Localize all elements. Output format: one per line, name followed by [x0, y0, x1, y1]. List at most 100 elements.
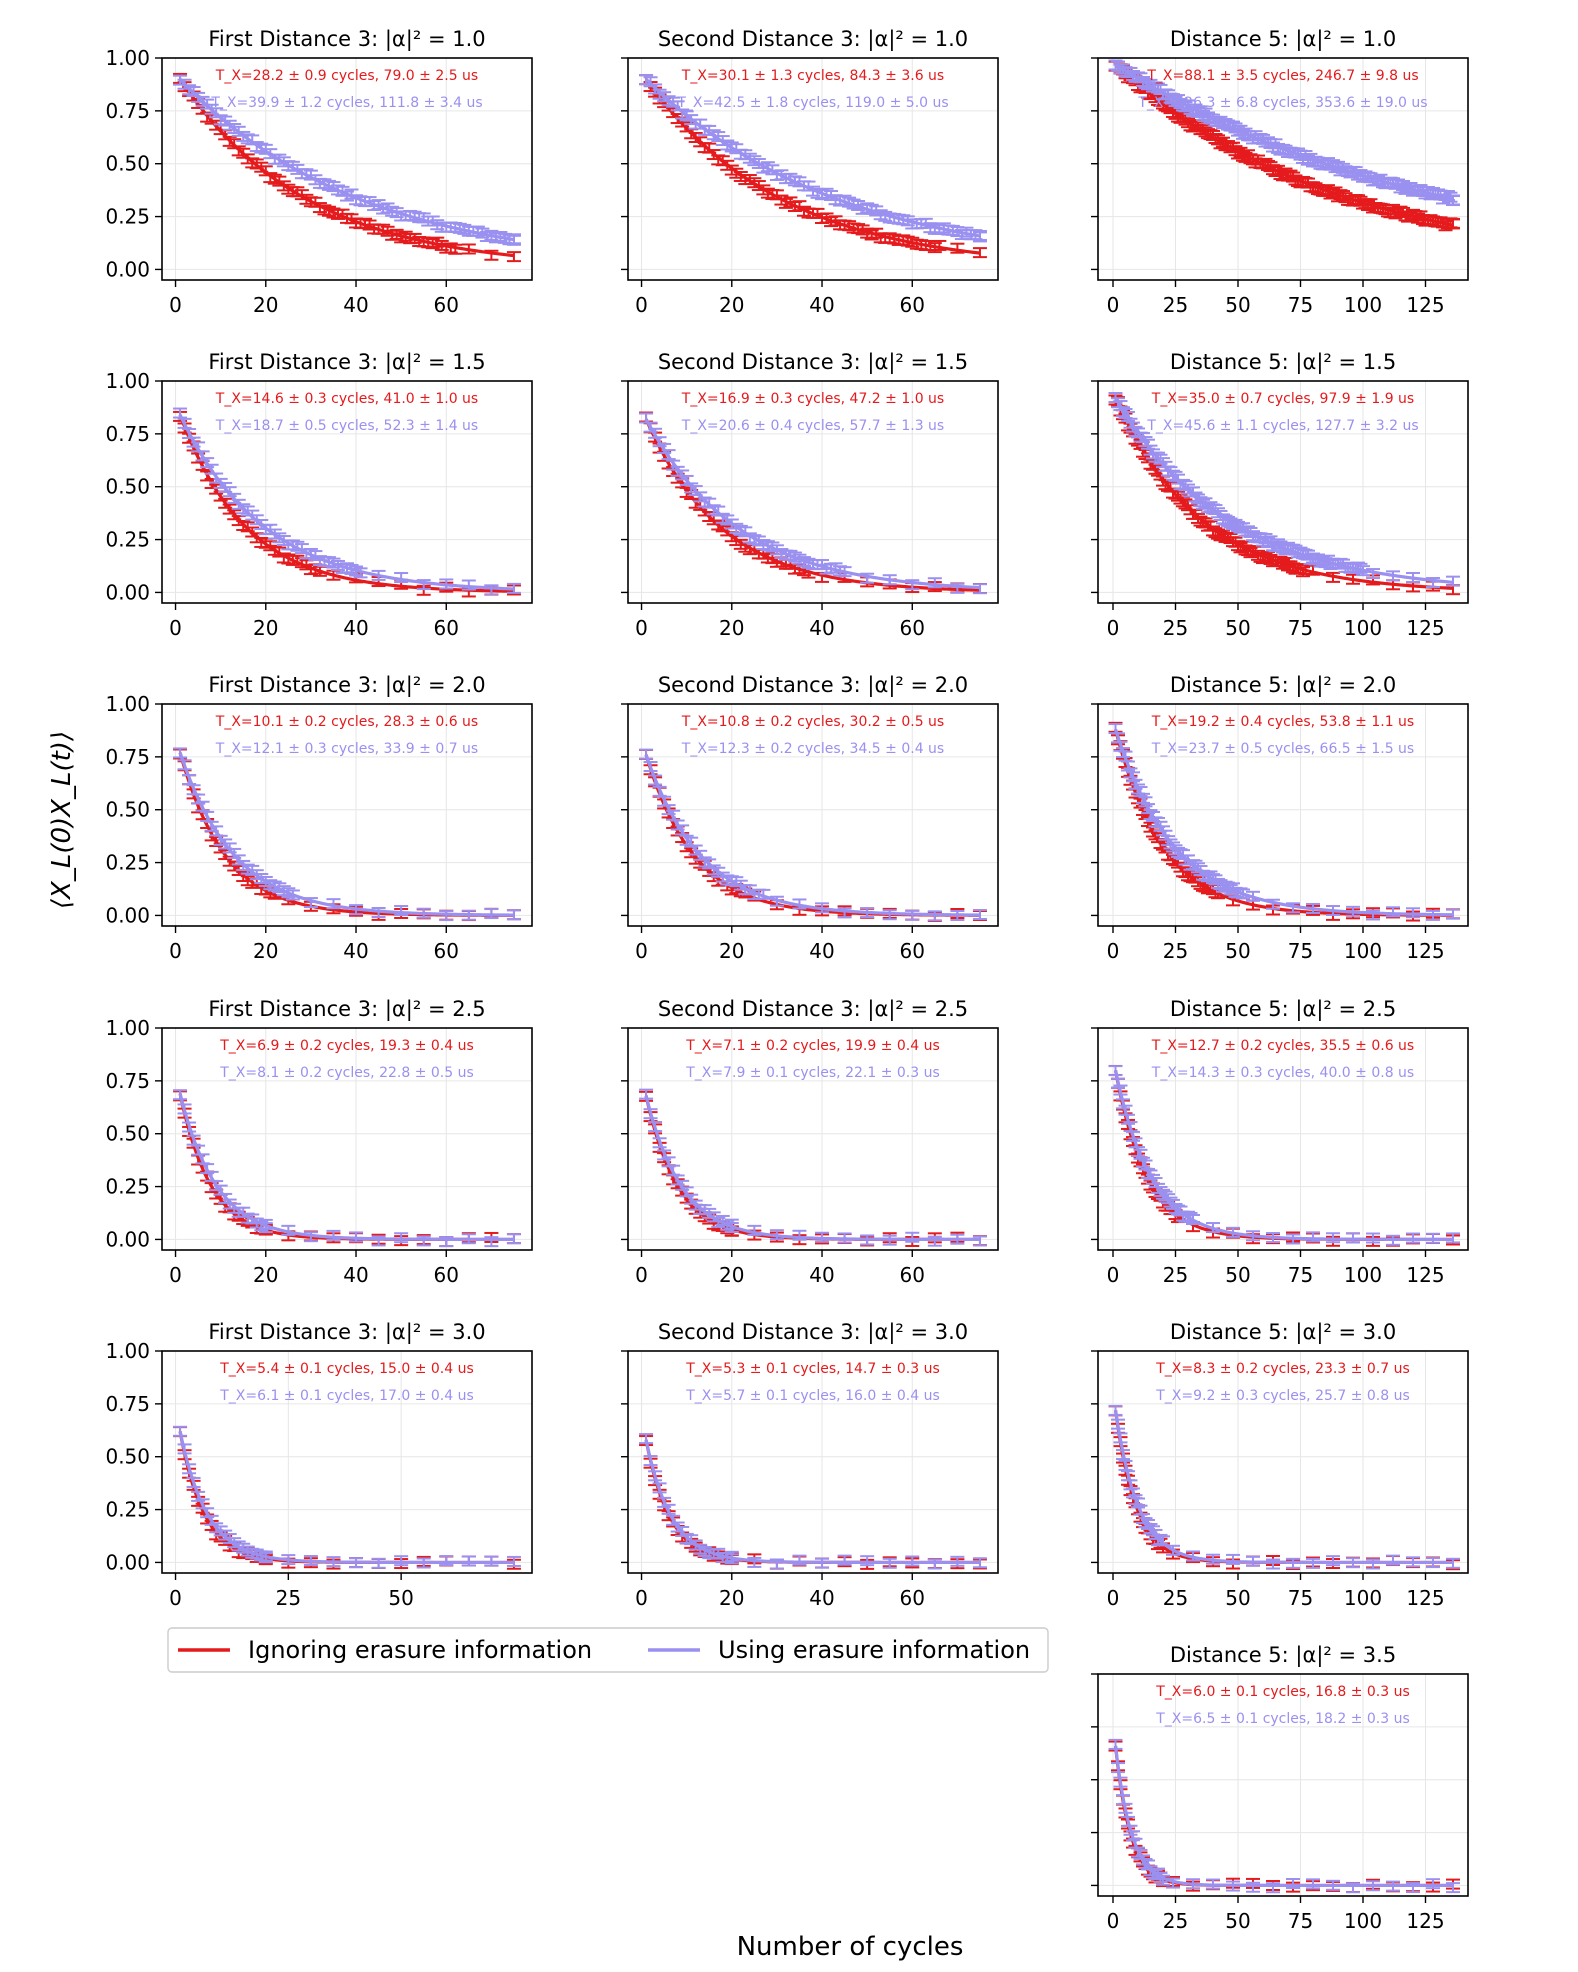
x-tick-label: 60 — [900, 616, 925, 640]
series-using-erasure — [639, 748, 987, 922]
axes-frame — [627, 703, 999, 927]
subplot: 0.00 0.25 0.50 0.75 1.00 0 20 40 60 First Distanc… — [105, 673, 533, 963]
fit-curve — [644, 754, 980, 917]
x-axis: 0 20 40 60 — [169, 603, 459, 640]
data-point — [177, 417, 192, 429]
series-using-erasure — [173, 74, 521, 246]
series-using-erasure — [173, 407, 521, 596]
y-tick-label: 0.50 — [105, 475, 150, 499]
x-tick-label: 0 — [169, 616, 182, 640]
data-point — [448, 243, 463, 255]
tx-annotation: T_X=126.3 ± 6.8 cycles, 353.6 ± 19.0 us — [1137, 95, 1427, 111]
data-point — [173, 407, 188, 419]
x-tick-label: 20 — [719, 293, 744, 317]
data-point — [1446, 195, 1460, 207]
subplot-title: Distance 5: |α|² = 1.5 — [1170, 350, 1396, 375]
data-point — [972, 247, 987, 259]
y-axis — [621, 57, 628, 271]
grid-lines — [628, 703, 998, 926]
subplot: 0 25 50 75 100 125 Distance 5: |α|² = 1.5 T_X=3… — [1091, 350, 1469, 640]
axes-frame — [161, 380, 533, 604]
data-point — [1443, 191, 1458, 203]
x-axis: 0 20 40 60 — [169, 280, 459, 317]
subplot: 0 20 40 60 Second Distance 3: |α|² = 1.0 T_X=… — [621, 27, 999, 317]
grid-lines — [162, 57, 532, 280]
tx-annotation: T_X=42.5 ± 1.8 cycles, 119.0 ± 5.0 us — [676, 95, 948, 111]
tx-annotation: T_X=16.9 ± 0.3 cycles, 47.2 ± 1.0 us — [681, 391, 944, 407]
tx-annotation: T_X=10.8 ± 0.2 cycles, 30.2 ± 0.5 us — [681, 714, 944, 730]
subplot: 0 20 40 60 Second Distance 3: |α|² = 2.0 T_X=… — [621, 673, 999, 963]
subplot-title: First Distance 3: |α|² = 1.0 — [208, 27, 485, 52]
y-tick-label: 0.75 — [105, 99, 150, 123]
data-point — [371, 569, 386, 581]
subplot-title: Second Distance 3: |α|² = 1.5 — [658, 350, 968, 375]
series-ignoring-erasure — [173, 748, 521, 922]
subplot-title: Second Distance 3: |α|² = 1.0 — [658, 27, 968, 52]
tx-annotation: T_X=18.7 ± 0.5 cycles, 52.3 ± 1.4 us — [215, 418, 478, 434]
y-tick-label: 0.75 — [105, 745, 150, 769]
grid-lines — [162, 703, 532, 926]
x-tick-label: 20 — [253, 939, 278, 963]
y-axis: 0.00 0.25 0.50 0.75 1.00 — [105, 692, 162, 927]
y-axis — [621, 380, 628, 594]
fit-curve — [178, 752, 514, 917]
tx-annotation: T_X=28.2 ± 0.9 cycles, 79.0 ± 2.5 us — [215, 68, 478, 84]
x-axis: 0 20 40 60 — [635, 926, 925, 963]
x-tick-label: 75 — [1288, 616, 1313, 640]
x-tick-label: 0 — [635, 939, 648, 963]
data-point — [905, 579, 920, 591]
data-point — [932, 239, 947, 251]
data-point — [439, 578, 454, 590]
x-tick-label: 40 — [809, 293, 834, 317]
data-point — [182, 774, 197, 786]
x-tick-label: 20 — [719, 616, 744, 640]
tx-annotation: T_X=12.3 ± 0.2 cycles, 34.5 ± 0.4 us — [681, 741, 944, 757]
tx-annotation: T_X=12.1 ± 0.3 cycles, 33.9 ± 0.7 us — [215, 741, 478, 757]
data-point — [461, 243, 476, 255]
y-tick-label: 0.25 — [105, 205, 150, 229]
data-point — [661, 449, 676, 461]
x-tick-label: 60 — [900, 939, 925, 963]
x-tick-label: 25 — [1163, 293, 1188, 317]
series-ignoring-erasure — [173, 410, 521, 598]
axes-frame — [161, 703, 533, 927]
tx-annotation: T_X=35.0 ± 0.7 cycles, 97.9 ± 1.9 us — [1151, 391, 1414, 407]
x-tick-label: 40 — [343, 616, 368, 640]
tx-annotation: T_X=45.6 ± 1.1 cycles, 127.7 ± 3.2 us — [1146, 418, 1418, 434]
y-axis — [1091, 57, 1098, 271]
tx-annotation: T_X=20.6 ± 0.4 cycles, 57.7 ± 1.3 us — [681, 418, 944, 434]
subplot: 0.00 0.25 0.50 0.75 1.00 0 20 40 60 First Distanc… — [105, 27, 533, 317]
y-axis: 0.00 0.25 0.50 0.75 1.00 — [105, 369, 162, 604]
y-tick-label: 0.50 — [105, 798, 150, 822]
fit-curve — [644, 418, 980, 592]
data-point — [506, 251, 521, 263]
data-point — [950, 582, 965, 594]
x-tick-label: 0 — [1107, 616, 1120, 640]
x-tick-label: 0 — [635, 293, 648, 317]
fit-curve — [644, 754, 980, 917]
series-using-erasure — [639, 74, 987, 243]
y-tick-label: 0.00 — [105, 580, 150, 604]
axes-frame — [161, 57, 533, 281]
x-tick-label: 0 — [169, 293, 182, 317]
x-tick-label: 60 — [900, 293, 925, 317]
data-point — [972, 231, 987, 243]
data-point — [461, 579, 476, 591]
x-tick-label: 40 — [809, 939, 834, 963]
data-point — [506, 582, 521, 594]
series-ignoring-erasure — [1108, 60, 1460, 232]
subplot: 0.00 0.25 0.50 0.75 1.00 0 20 40 60 First Distanc… — [105, 350, 533, 640]
data-point — [484, 584, 499, 596]
data-point — [484, 249, 499, 261]
data-point — [927, 577, 942, 589]
subplot-title: First Distance 3: |α|² = 2.0 — [208, 673, 485, 698]
y-tick-label: 0.25 — [105, 851, 150, 875]
y-tick-label: 0.75 — [105, 422, 150, 446]
x-tick-label: 20 — [253, 293, 278, 317]
y-tick-label: 1.00 — [105, 692, 150, 716]
y-tick-label: 0.00 — [105, 257, 150, 281]
x-axis: 0 20 40 60 — [169, 926, 459, 963]
